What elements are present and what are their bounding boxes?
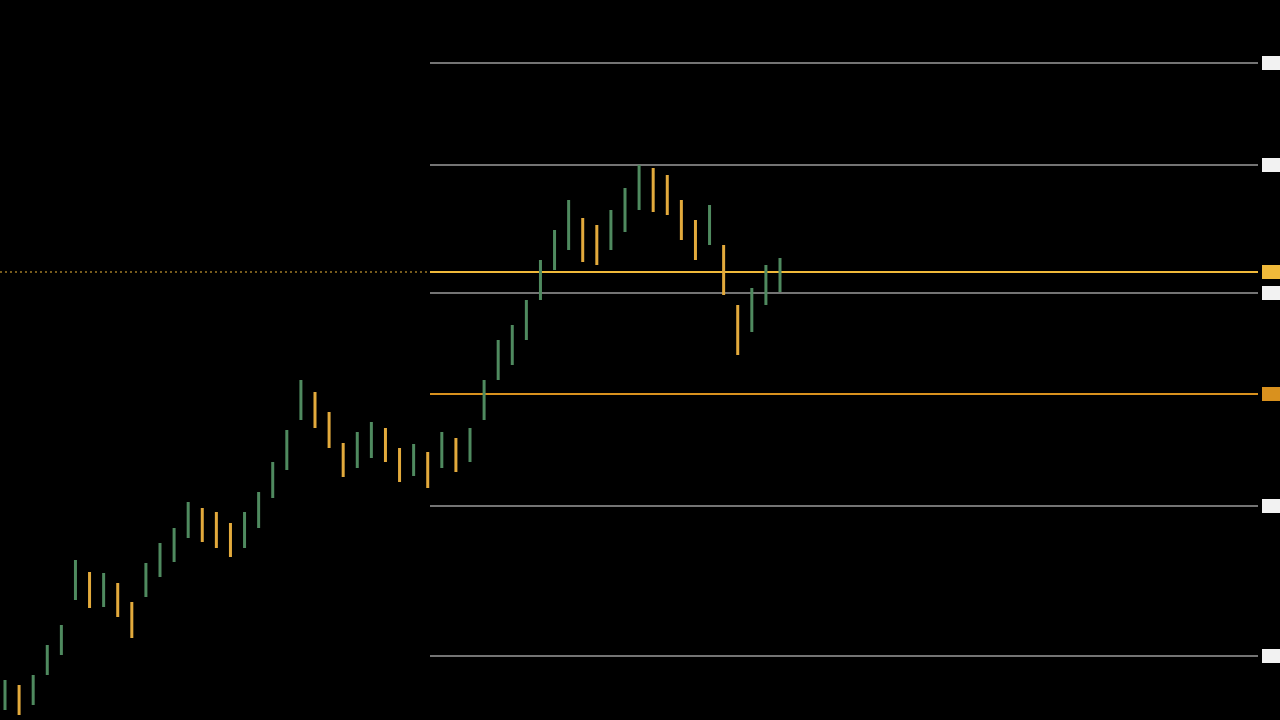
level-tag (1262, 499, 1280, 513)
level-tag (1262, 56, 1280, 70)
level-tag (1262, 387, 1280, 401)
level-tag (1262, 649, 1280, 663)
level-tag (1262, 158, 1280, 172)
level-tag (1262, 286, 1280, 300)
level-tag (1262, 265, 1280, 279)
